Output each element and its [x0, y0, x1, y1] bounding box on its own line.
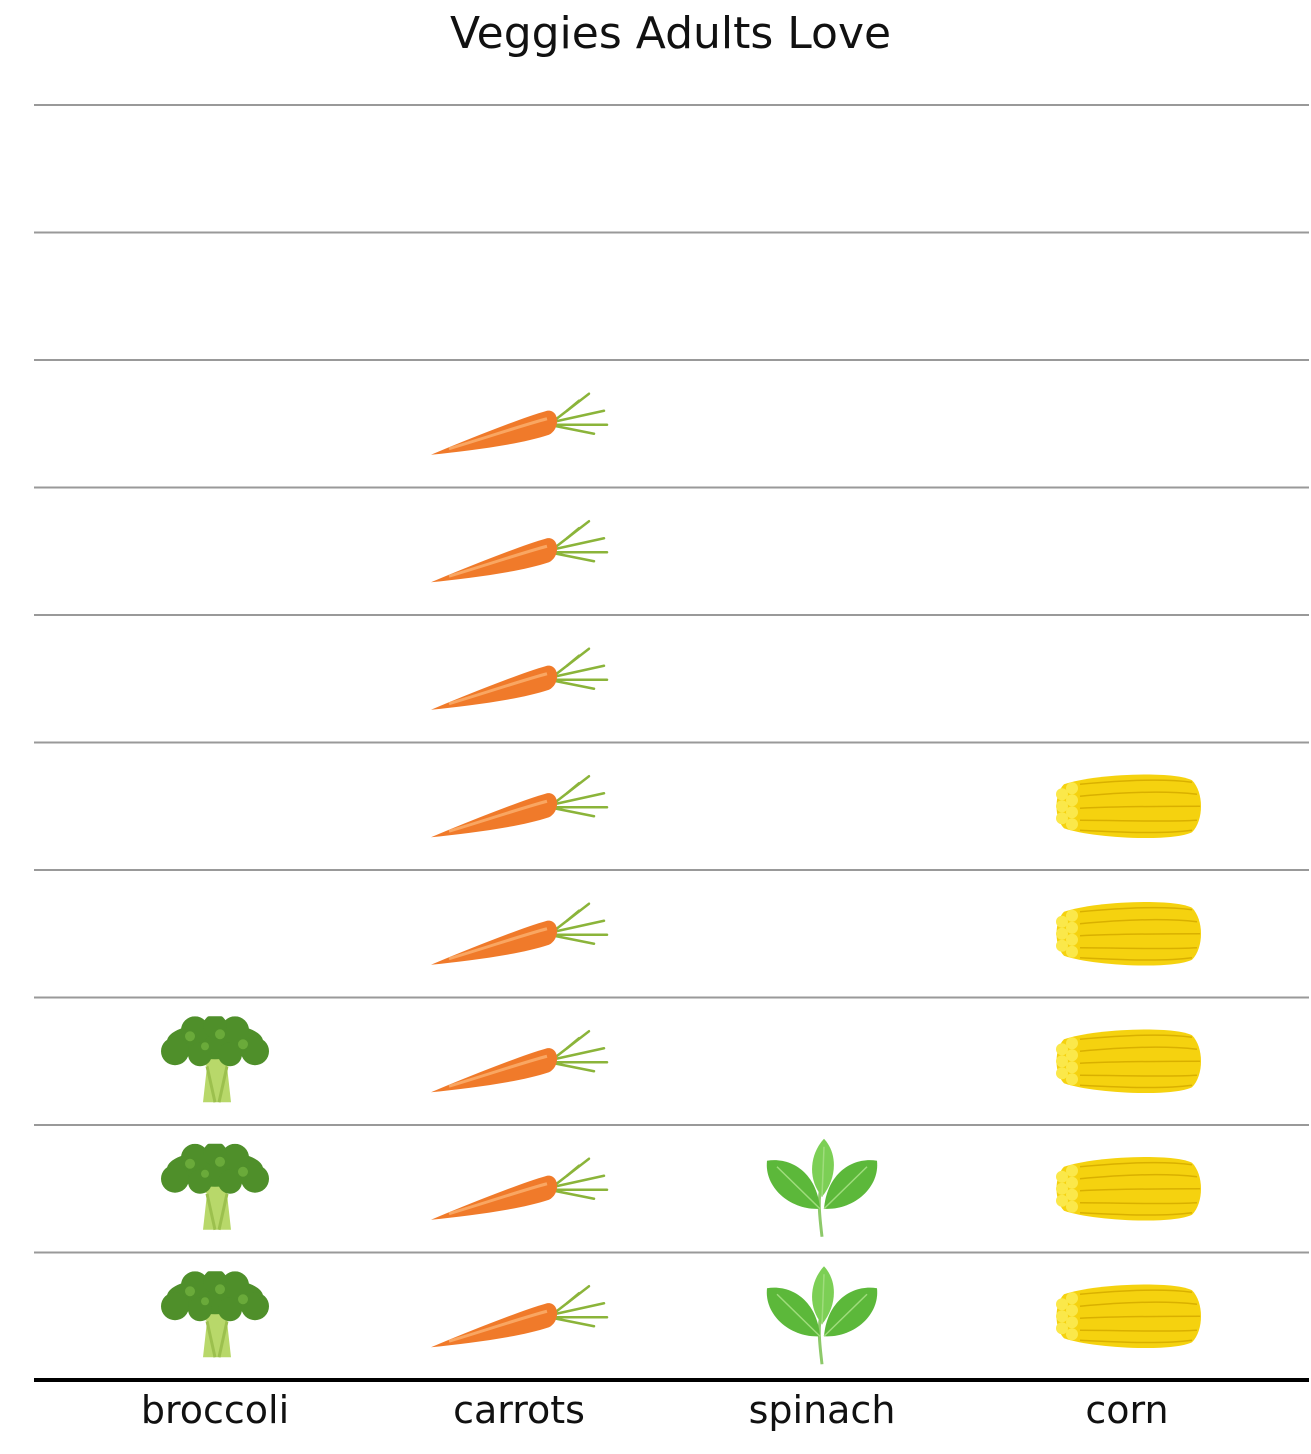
carrot-icon	[429, 774, 609, 839]
corn-icon	[1055, 901, 1202, 967]
carrot-icon	[429, 1029, 609, 1094]
spinach-icon	[765, 1266, 879, 1366]
broccoli-icon	[159, 1016, 271, 1104]
category-label: spinach	[748, 1388, 896, 1432]
corn-icon	[1055, 1283, 1202, 1349]
carrot-icon	[429, 1284, 609, 1349]
spinach-icon	[765, 1138, 879, 1239]
chart-title: Veggies Adults Love	[449, 8, 892, 59]
broccoli-icon	[159, 1271, 271, 1359]
broccoli-icon	[159, 1143, 271, 1232]
corn-icon	[1055, 1028, 1202, 1094]
carrot-icon	[429, 392, 609, 457]
category-label: broccoli	[140, 1388, 290, 1432]
carrot-icon	[429, 1157, 609, 1222]
carrot-icon	[429, 902, 609, 967]
category-label: corn	[1085, 1388, 1169, 1432]
carrot-icon	[429, 647, 609, 712]
corn-icon	[1055, 773, 1202, 839]
category-label: carrots	[453, 1388, 585, 1432]
carrot-icon	[429, 519, 609, 584]
corn-icon	[1055, 1156, 1202, 1222]
